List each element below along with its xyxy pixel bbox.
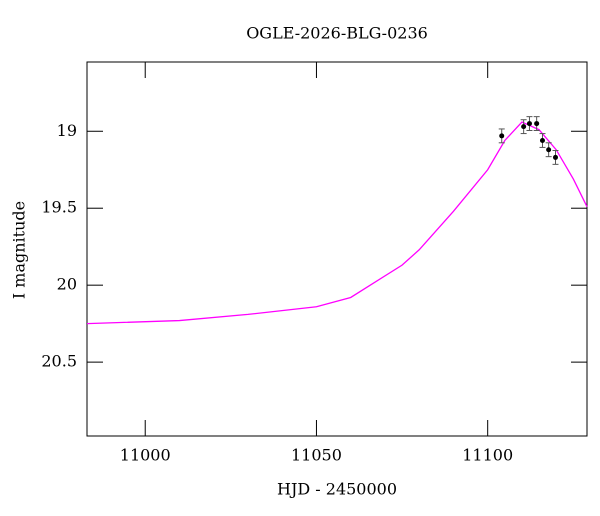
data-point <box>534 121 540 127</box>
x-tick-label: 11000 <box>120 446 171 465</box>
x-axis-label: HJD - 2450000 <box>277 480 397 499</box>
y-tick-label: 20 <box>57 275 77 294</box>
y-axis-label: I magnitude <box>10 201 29 299</box>
data-point <box>539 137 545 143</box>
chart-title: OGLE-2026-BLG-0236 <box>246 24 428 43</box>
x-tick-label: 11050 <box>291 446 342 465</box>
data-point <box>552 154 558 160</box>
y-tick-label: 19.5 <box>41 198 77 217</box>
x-tick-label: 11100 <box>462 446 513 465</box>
data-point <box>526 121 532 127</box>
data-point <box>521 124 527 130</box>
y-tick-label: 20.5 <box>41 352 77 371</box>
data-point <box>546 147 552 153</box>
model-curve <box>86 121 588 325</box>
y-tick-label: 19 <box>57 121 77 140</box>
data-point <box>499 133 505 139</box>
plot-frame <box>86 61 588 437</box>
